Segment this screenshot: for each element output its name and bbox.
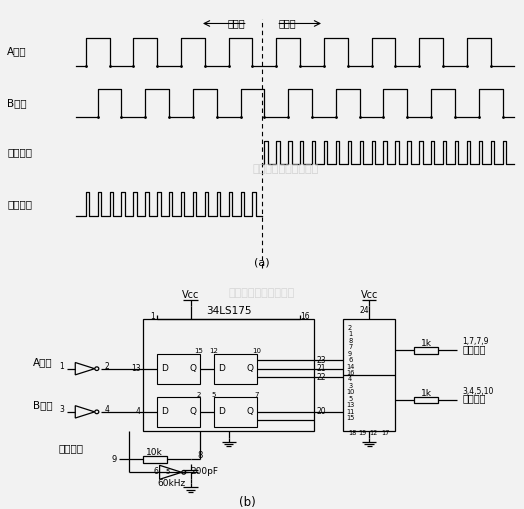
Text: 14: 14: [346, 363, 354, 370]
Text: 17: 17: [381, 430, 390, 436]
Text: 10: 10: [346, 389, 354, 395]
Text: 逆向脉冲: 逆向脉冲: [462, 393, 486, 404]
Text: 13: 13: [131, 364, 140, 373]
Text: 1k: 1k: [421, 389, 432, 398]
Text: 9: 9: [112, 455, 117, 464]
Text: 7: 7: [348, 344, 352, 350]
Text: D: D: [218, 407, 225, 416]
Text: 9: 9: [348, 351, 352, 357]
Text: 12: 12: [370, 430, 378, 436]
Text: Q: Q: [190, 407, 196, 416]
Text: 5: 5: [348, 396, 352, 402]
Text: 23: 23: [317, 356, 326, 364]
Bar: [143, 456, 167, 463]
Text: 2: 2: [348, 325, 352, 331]
Text: D: D: [161, 407, 168, 416]
Text: 10k: 10k: [146, 448, 163, 457]
Bar: [157, 397, 200, 427]
Text: Vcc: Vcc: [182, 290, 199, 300]
Text: B通道: B通道: [34, 401, 53, 410]
Text: 正方向: 正方向: [279, 18, 296, 29]
Text: 逆方向: 逆方向: [228, 18, 245, 29]
Text: 10: 10: [252, 349, 261, 354]
Text: A通道: A通道: [34, 357, 53, 367]
Text: 6: 6: [348, 357, 352, 363]
Text: 杭州将睿科技有限公司: 杭州将睿科技有限公司: [229, 288, 295, 298]
Text: 11: 11: [346, 409, 354, 415]
Text: 1,7,7,9: 1,7,7,9: [462, 337, 488, 346]
Text: 6: 6: [154, 467, 159, 475]
Text: 12: 12: [209, 349, 218, 354]
Text: 5: 5: [211, 391, 215, 398]
Text: 8: 8: [348, 337, 352, 344]
Text: 2: 2: [197, 391, 201, 398]
Bar: [343, 319, 396, 431]
Bar: [414, 347, 438, 354]
Bar: [143, 319, 314, 431]
Text: 2: 2: [105, 362, 110, 371]
Text: (a): (a): [254, 258, 270, 268]
Text: 16: 16: [346, 370, 354, 376]
Text: 杭州将睿科技有限公司: 杭州将睿科技有限公司: [253, 164, 319, 174]
Text: 21: 21: [317, 364, 326, 373]
Text: 34LS175: 34LS175: [206, 306, 252, 316]
Bar: [157, 354, 200, 384]
Text: 13: 13: [346, 403, 354, 408]
Text: 1: 1: [60, 362, 64, 371]
Text: D: D: [218, 364, 225, 373]
Text: 19: 19: [358, 430, 366, 436]
Text: 正向脉冲: 正向脉冲: [7, 148, 32, 158]
Text: 1: 1: [150, 313, 155, 321]
Text: 20: 20: [317, 407, 326, 416]
Text: 1k: 1k: [421, 340, 432, 348]
Text: D: D: [161, 364, 168, 373]
Text: B通道: B通道: [7, 98, 27, 108]
Bar: [214, 397, 257, 427]
Bar: [414, 397, 438, 403]
Text: 15: 15: [346, 415, 354, 421]
Text: 18: 18: [348, 430, 357, 436]
Text: 60kHz: 60kHz: [157, 478, 185, 488]
Text: 1: 1: [348, 331, 352, 337]
Text: 4: 4: [136, 407, 140, 416]
Text: 15: 15: [195, 349, 203, 354]
Text: 逆向脉冲: 逆向脉冲: [7, 199, 32, 209]
Text: Q: Q: [190, 364, 196, 373]
Text: 8: 8: [198, 450, 203, 460]
Text: Q: Q: [247, 364, 254, 373]
Text: 3: 3: [60, 405, 64, 414]
Text: 200pF: 200pF: [190, 467, 218, 475]
Text: 3: 3: [348, 383, 352, 389]
Text: 3,4,5,10: 3,4,5,10: [462, 387, 494, 395]
Text: 5: 5: [166, 469, 170, 475]
Text: 正向脉冲: 正向脉冲: [462, 344, 486, 354]
Bar: [214, 354, 257, 384]
Text: (b): (b): [239, 496, 256, 509]
Text: A通道: A通道: [7, 47, 27, 56]
Text: 4: 4: [105, 405, 110, 414]
Text: 7: 7: [254, 391, 258, 398]
Text: 4: 4: [348, 377, 352, 382]
Text: Q: Q: [247, 407, 254, 416]
Text: 16: 16: [300, 313, 310, 321]
Text: Vcc: Vcc: [361, 290, 378, 300]
Text: 24: 24: [359, 306, 369, 315]
Text: 整形电路: 整形电路: [59, 443, 84, 454]
Text: 22: 22: [317, 373, 326, 382]
